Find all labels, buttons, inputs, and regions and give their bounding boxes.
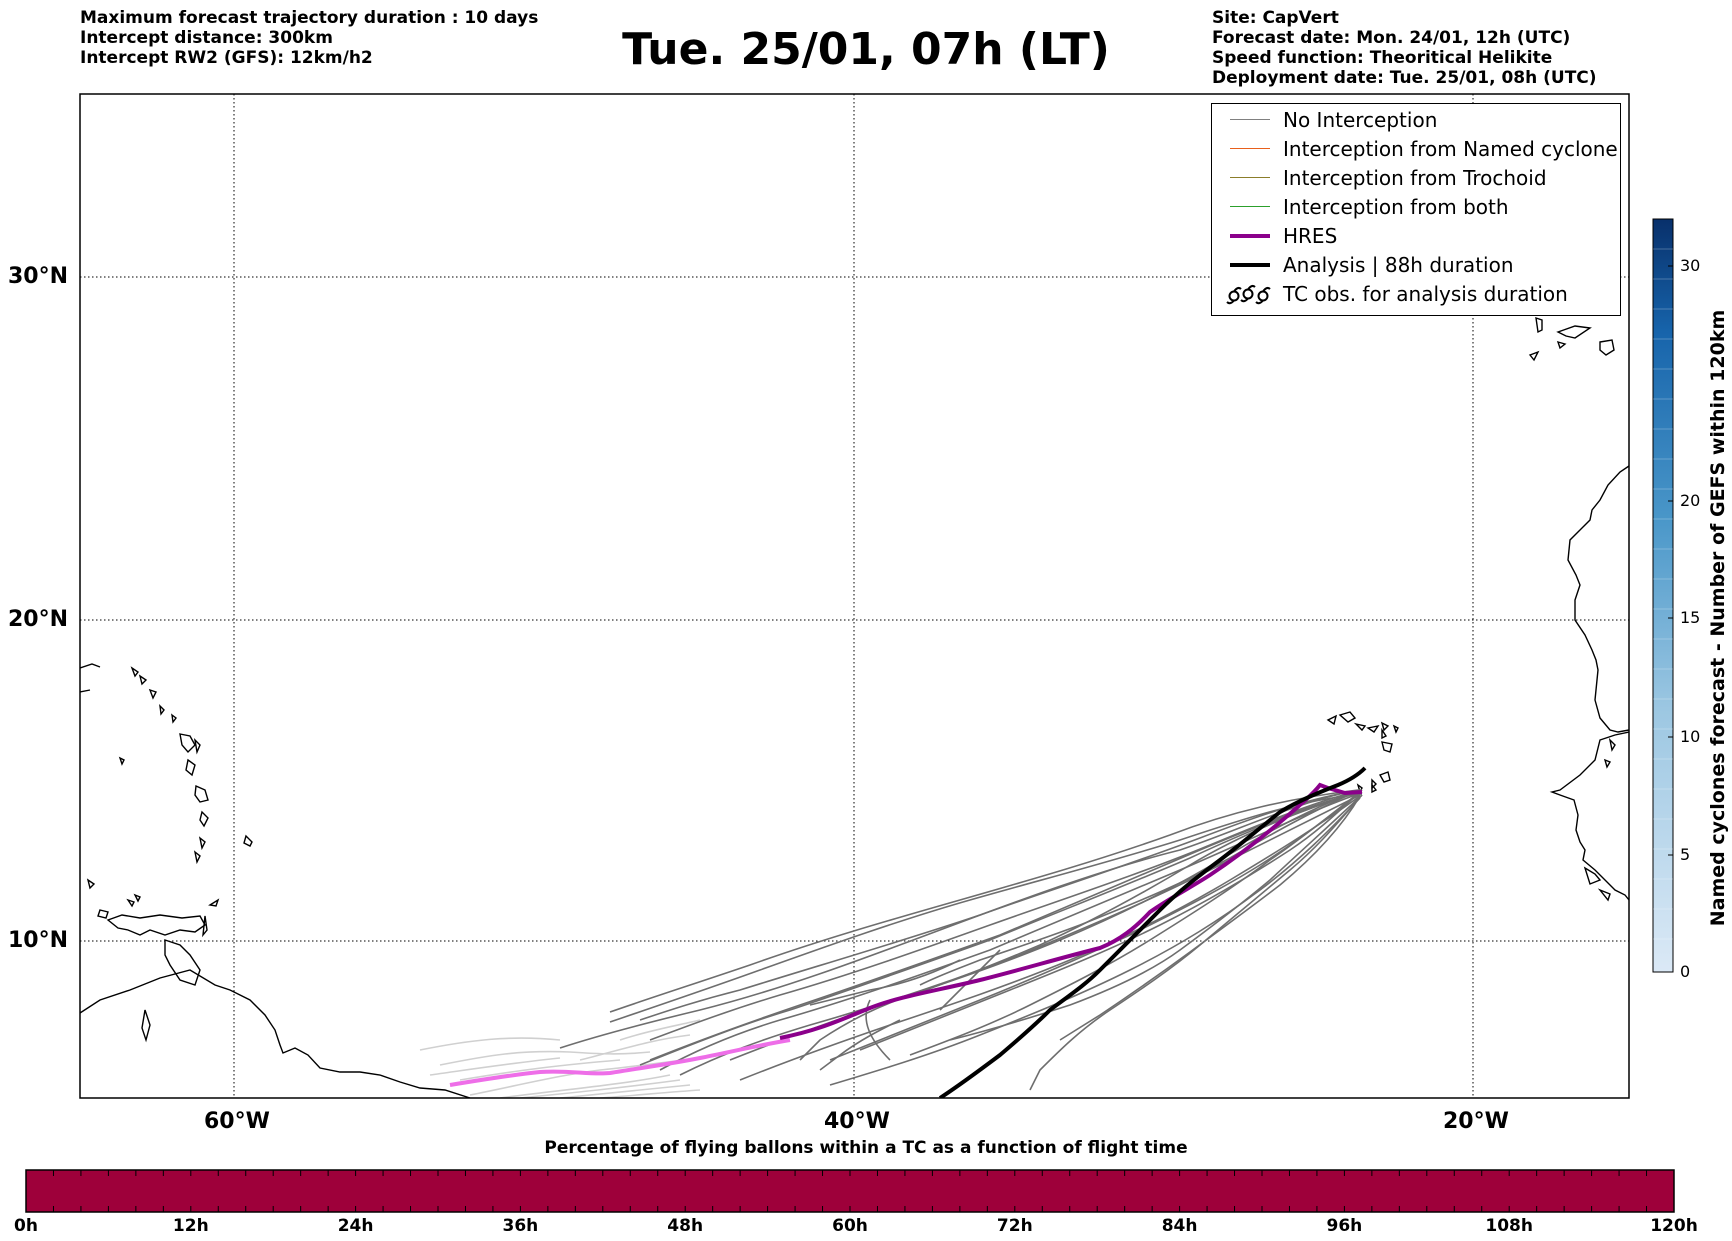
legend-swatch xyxy=(1230,263,1270,267)
site-text: Site: CapVert xyxy=(1212,8,1339,28)
colorbar-bottom-tick-label: 72h xyxy=(996,1216,1033,1236)
deployment-date-text: Deployment date: Tue. 25/01, 08h (UTC) xyxy=(1212,68,1597,88)
colorbar-right-label: Named cyclones forecast - Number of GEFS… xyxy=(1707,309,1729,927)
colorbar-bottom-tick-label: 120h xyxy=(1650,1216,1698,1236)
coastline-canary-islands xyxy=(1528,316,1615,362)
lon-tick-40w: 40°W xyxy=(824,1109,890,1134)
header-right: Site: CapVert Forecast date: Mon. 24/01,… xyxy=(1212,8,1597,88)
intercept-distance-text: Intercept distance: 300km xyxy=(80,28,333,48)
coastline-americas xyxy=(80,663,471,1098)
colorbar-bottom-tick-label: 36h xyxy=(502,1216,539,1236)
map-title: Tue. 25/01, 07h (LT) xyxy=(622,24,1110,75)
analysis-trajectory xyxy=(938,766,1367,1098)
legend-label: TC obs. for analysis duration xyxy=(1283,282,1568,306)
forecast-date-text: Forecast date: Mon. 24/01, 12h (UTC) xyxy=(1212,28,1571,48)
colorbar-bottom xyxy=(25,1169,1675,1213)
header-left: Maximum forecast trajectory duration : 1… xyxy=(80,8,538,68)
colorbar-bottom-tick-label: 24h xyxy=(337,1216,374,1236)
legend: No Interception Interception from Named … xyxy=(1211,103,1621,316)
legend-label: HRES xyxy=(1283,224,1338,248)
speed-function-text: Speed function: Theoritical Helikite xyxy=(1212,48,1553,68)
colorbar-tick-0: 0 xyxy=(1680,962,1691,981)
colorbar-tick-20: 20 xyxy=(1680,491,1701,510)
legend-label: No Interception xyxy=(1283,108,1438,132)
colorbar-tick-30: 30 xyxy=(1680,256,1701,275)
lat-tick-10n: 10°N xyxy=(8,928,69,953)
legend-item-both: Interception from both xyxy=(1220,194,1610,220)
coastline-lesser-antilles xyxy=(86,666,253,903)
legend-label: Interception from Named cyclone xyxy=(1283,137,1618,161)
legend-item-tc-obs: TC obs. for analysis duration xyxy=(1220,281,1610,307)
map-frame xyxy=(79,93,1630,1099)
hres-trajectory-faded xyxy=(449,1038,791,1087)
ensemble-trajectories-no-interception xyxy=(559,789,1363,1091)
colorbar-tick-5: 5 xyxy=(1680,845,1691,864)
ensemble-trajectories-light xyxy=(419,1019,701,1098)
intercept-rw2-text: Intercept RW2 (GFS): 12km/h2 xyxy=(80,48,373,68)
coastline-cabo-verde xyxy=(1326,711,1399,794)
legend-swatch xyxy=(1230,148,1270,149)
cyclone-symbols-icon xyxy=(1226,284,1271,305)
colorbar-tick-15: 15 xyxy=(1680,608,1701,627)
legend-item-hres: HRES xyxy=(1220,223,1610,249)
legend-item-analysis: Analysis | 88h duration xyxy=(1220,252,1610,278)
lat-tick-30n: 30°N xyxy=(8,264,69,289)
trajectory-duration-text: Maximum forecast trajectory duration : 1… xyxy=(80,8,539,28)
lon-tick-60w: 60°W xyxy=(204,1109,270,1134)
colorbar-bottom-tick-label: 60h xyxy=(832,1216,868,1236)
colorbar-bottom-tick-label: 48h xyxy=(667,1216,704,1236)
legend-swatch xyxy=(1230,206,1270,207)
legend-item-named-cyclone: Interception from Named cyclone xyxy=(1220,136,1618,162)
legend-swatch xyxy=(1230,177,1270,178)
colorbar-bottom-title: Percentage of flying ballons within a TC… xyxy=(544,1138,1188,1158)
legend-swatch xyxy=(1230,119,1270,120)
legend-label: Interception from Trochoid xyxy=(1283,166,1547,190)
hres-trajectory xyxy=(779,782,1363,1040)
colorbar-bottom-tick-label: 96h xyxy=(1326,1216,1363,1236)
colorbar-bottom-tick-label: 84h xyxy=(1161,1216,1198,1236)
colorbar-bottom-tick-label: 108h xyxy=(1485,1216,1533,1236)
legend-label: Analysis | 88h duration xyxy=(1283,253,1514,277)
colorbar-bottom-tick-label: 12h xyxy=(172,1216,209,1236)
legend-label: Interception from both xyxy=(1283,195,1509,219)
legend-item-no-interception: No Interception xyxy=(1220,107,1610,133)
lon-tick-20w: 20°W xyxy=(1443,1109,1509,1134)
colorbar-bottom-tick-label: 0h xyxy=(14,1216,38,1236)
colorbar-tick-10: 10 xyxy=(1680,727,1701,746)
colorbar-right xyxy=(1652,218,1674,973)
lat-tick-20n: 20°N xyxy=(8,607,69,632)
legend-swatch xyxy=(1230,234,1270,238)
legend-item-trochoid: Interception from Trochoid xyxy=(1220,165,1610,191)
coastline-africa xyxy=(1549,465,1629,902)
